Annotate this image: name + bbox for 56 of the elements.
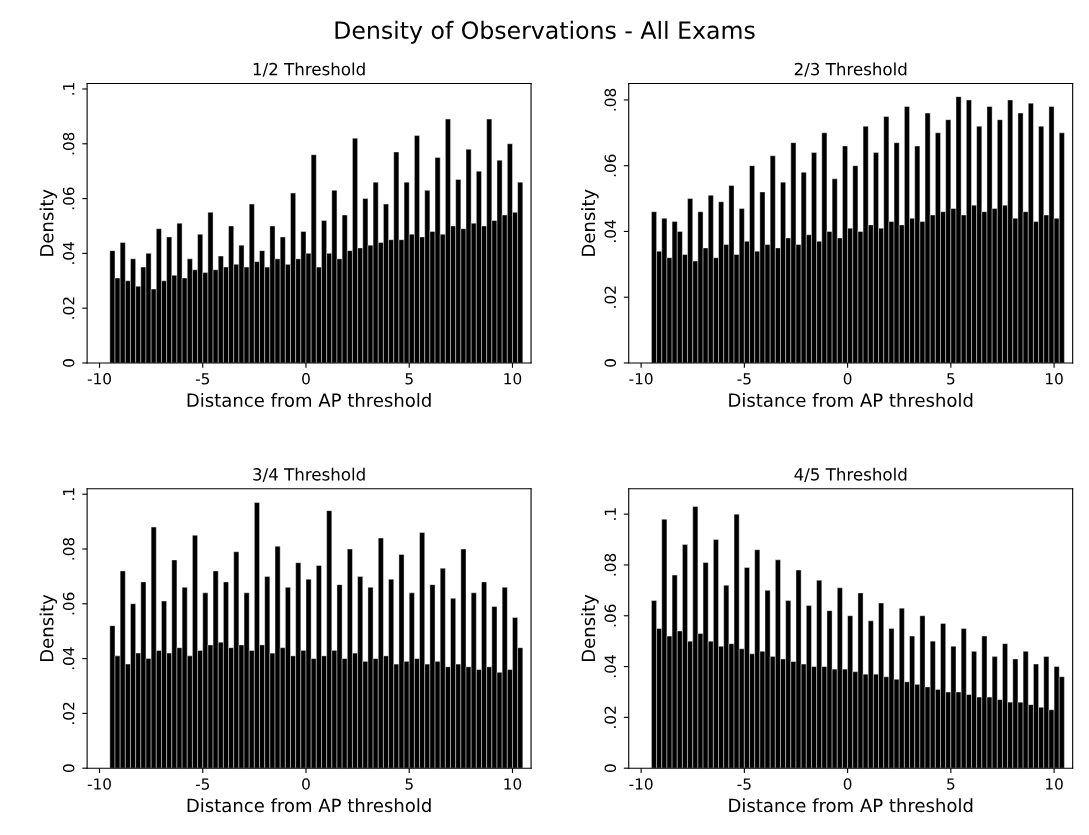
y-tick-label: .08	[604, 553, 617, 576]
x-tick-label: 5	[405, 778, 413, 790]
x-axis-title: Distance from AP threshold	[729, 393, 973, 408]
y-axis-title: Density	[581, 594, 599, 662]
x-tick-label: 10	[1046, 372, 1063, 385]
chart-title: 3/4 Threshold	[253, 467, 365, 482]
x-tick-label: -5	[195, 778, 210, 790]
x-tick-label: -5	[737, 778, 751, 790]
x-axis-title: Distance from AP threshold	[187, 393, 431, 408]
x-tick-label: 5	[947, 778, 955, 790]
y-tick-label: .1	[63, 83, 75, 95]
x-tick-label: 5	[947, 373, 955, 385]
chart-title: 4/5 Threshold	[794, 467, 907, 482]
x-axis-title: Distance from AP threshold	[187, 798, 431, 813]
y-tick-label: .1	[63, 488, 75, 500]
y-tick-label: .04	[62, 242, 75, 264]
x-tick-label: 0	[302, 372, 310, 385]
x-axis-title: Distance from AP threshold	[729, 798, 973, 813]
x-tick-label: -5	[195, 373, 210, 385]
x-tick-label: -10	[87, 778, 111, 790]
x-tick-label: 0	[302, 778, 310, 790]
y-axis-title: Density	[39, 594, 58, 662]
x-tick-label: -10	[629, 778, 653, 790]
y-tick-label: .08	[62, 132, 75, 155]
chart-title: 1/2 Threshold	[253, 62, 365, 77]
y-tick-label: .02	[604, 286, 617, 308]
chart-title: 2/3 Threshold	[794, 62, 907, 77]
y-axis-title: Density	[581, 189, 599, 256]
text: Density of Observations - All Exams	[335, 20, 755, 44]
y-tick-label: .1	[604, 508, 616, 520]
y-tick-label: .04	[604, 655, 617, 678]
y-tick-label: .08	[604, 88, 617, 111]
x-tick-label: 0	[843, 778, 852, 790]
y-axis-title: Density	[39, 189, 58, 256]
y-tick-label: .08	[62, 537, 75, 560]
x-tick-label: -10	[87, 372, 111, 385]
y-tick-label: 0	[604, 764, 617, 773]
y-tick-label: .06	[604, 154, 617, 177]
y-tick-label: .04	[62, 647, 75, 670]
y-tick-label: .02	[62, 702, 75, 724]
y-tick-label: 0	[604, 359, 617, 367]
y-tick-label: .06	[62, 592, 75, 615]
x-tick-label: 10	[504, 778, 522, 790]
y-tick-label: .04	[604, 220, 617, 242]
y-tick-label: .02	[604, 706, 617, 728]
y-tick-label: 0	[62, 359, 75, 367]
y-tick-label: .06	[604, 604, 617, 627]
x-tick-label: 10	[504, 372, 522, 385]
x-tick-label: 10	[1046, 778, 1063, 790]
y-tick-label: .06	[62, 187, 75, 210]
x-tick-label: 5	[405, 373, 413, 385]
y-tick-label: .02	[62, 297, 75, 319]
x-tick-label: -10	[629, 372, 653, 385]
x-tick-label: -5	[737, 373, 751, 385]
x-tick-label: 0	[843, 372, 852, 385]
y-tick-label: 0	[62, 764, 75, 773]
